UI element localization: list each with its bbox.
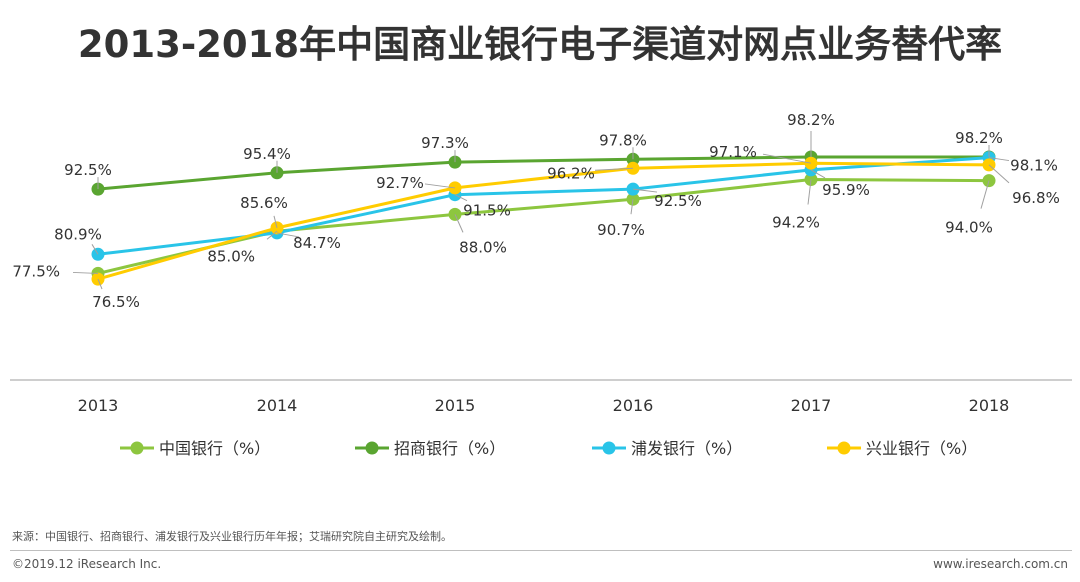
label-leader bbox=[807, 179, 812, 205]
data-point bbox=[626, 152, 640, 166]
legend-label: 浦发银行（%） bbox=[631, 439, 742, 458]
data-label: 85.6% bbox=[240, 194, 288, 212]
x-tick-label: 2018 bbox=[969, 396, 1010, 415]
label-leader bbox=[424, 183, 456, 189]
data-point bbox=[982, 174, 996, 188]
label-leader bbox=[762, 153, 812, 164]
x-tick-label: 2017 bbox=[791, 396, 832, 415]
x-tick-label: 2016 bbox=[613, 396, 654, 415]
data-point bbox=[448, 155, 462, 169]
label-leader bbox=[91, 244, 99, 255]
data-label: 96.2% bbox=[547, 164, 595, 182]
label-leader bbox=[630, 199, 634, 215]
x-tick-label: 2013 bbox=[78, 396, 119, 415]
data-label: 96.8% bbox=[1012, 189, 1060, 207]
data-label: 97.1% bbox=[709, 143, 757, 161]
data-point bbox=[91, 182, 105, 196]
legend-marker bbox=[837, 441, 851, 455]
data-point bbox=[270, 221, 284, 235]
legend-marker bbox=[602, 441, 616, 455]
series-line-2 bbox=[97, 155, 989, 191]
data-label: 95.9% bbox=[822, 181, 870, 199]
legend-marker bbox=[130, 441, 144, 455]
label-leader bbox=[980, 180, 990, 209]
chart-title: 2013-2018年中国商业银行电子渠道对网点业务替代率 bbox=[77, 23, 1003, 66]
data-label: 97.8% bbox=[599, 131, 647, 149]
series-line-1 bbox=[97, 178, 990, 275]
data-label: 98.1% bbox=[1010, 157, 1058, 175]
data-point bbox=[270, 166, 284, 180]
data-label: 88.0% bbox=[459, 238, 507, 256]
data-label: 98.2% bbox=[787, 111, 835, 129]
footer-divider bbox=[10, 550, 1072, 551]
label-leader bbox=[266, 230, 278, 240]
label-leader bbox=[810, 169, 826, 179]
data-label: 91.5% bbox=[463, 202, 511, 220]
label-leader bbox=[988, 157, 1010, 162]
label-leader bbox=[454, 214, 464, 233]
label-leader bbox=[454, 194, 468, 202]
label-leader bbox=[988, 164, 1010, 184]
series-line-4 bbox=[97, 161, 990, 281]
legend-label: 中国银行（%） bbox=[159, 439, 270, 458]
x-tick-label: 2014 bbox=[257, 396, 298, 415]
data-label: 77.5% bbox=[12, 262, 60, 280]
data-label: 97.3% bbox=[421, 134, 469, 152]
label-leader bbox=[72, 271, 99, 274]
legend-label: 兴业银行（%） bbox=[866, 439, 977, 458]
label-leader bbox=[594, 167, 634, 171]
site-url: www.iresearch.com.cn bbox=[933, 557, 1068, 571]
data-label: 84.7% bbox=[293, 234, 341, 252]
data-label: 94.0% bbox=[945, 219, 993, 237]
data-label: 94.2% bbox=[772, 214, 820, 232]
data-point bbox=[804, 156, 818, 170]
data-label: 92.5% bbox=[654, 192, 702, 210]
source-note: 来源：中国银行、招商银行、浦发银行及兴业银行历年年报；艾瑞研究院自主研究及绘制。 bbox=[12, 530, 452, 543]
label-leader bbox=[632, 188, 658, 193]
data-label: 92.5% bbox=[64, 161, 112, 179]
data-label: 76.5% bbox=[92, 293, 140, 311]
data-label: 90.7% bbox=[597, 221, 645, 239]
label-leader bbox=[97, 278, 103, 290]
label-leader bbox=[276, 232, 300, 238]
data-label: 98.2% bbox=[955, 129, 1003, 147]
data-label: 95.4% bbox=[243, 145, 291, 163]
legend-label: 招商银行（%） bbox=[394, 439, 505, 458]
x-tick-label: 2015 bbox=[435, 396, 476, 415]
data-label: 80.9% bbox=[54, 225, 102, 243]
copyright: ©2019.12 iResearch Inc. bbox=[12, 557, 162, 571]
label-leader bbox=[273, 215, 278, 228]
data-label: 92.7% bbox=[376, 174, 424, 192]
legend-marker bbox=[365, 441, 379, 455]
data-label: 85.0% bbox=[207, 247, 255, 265]
